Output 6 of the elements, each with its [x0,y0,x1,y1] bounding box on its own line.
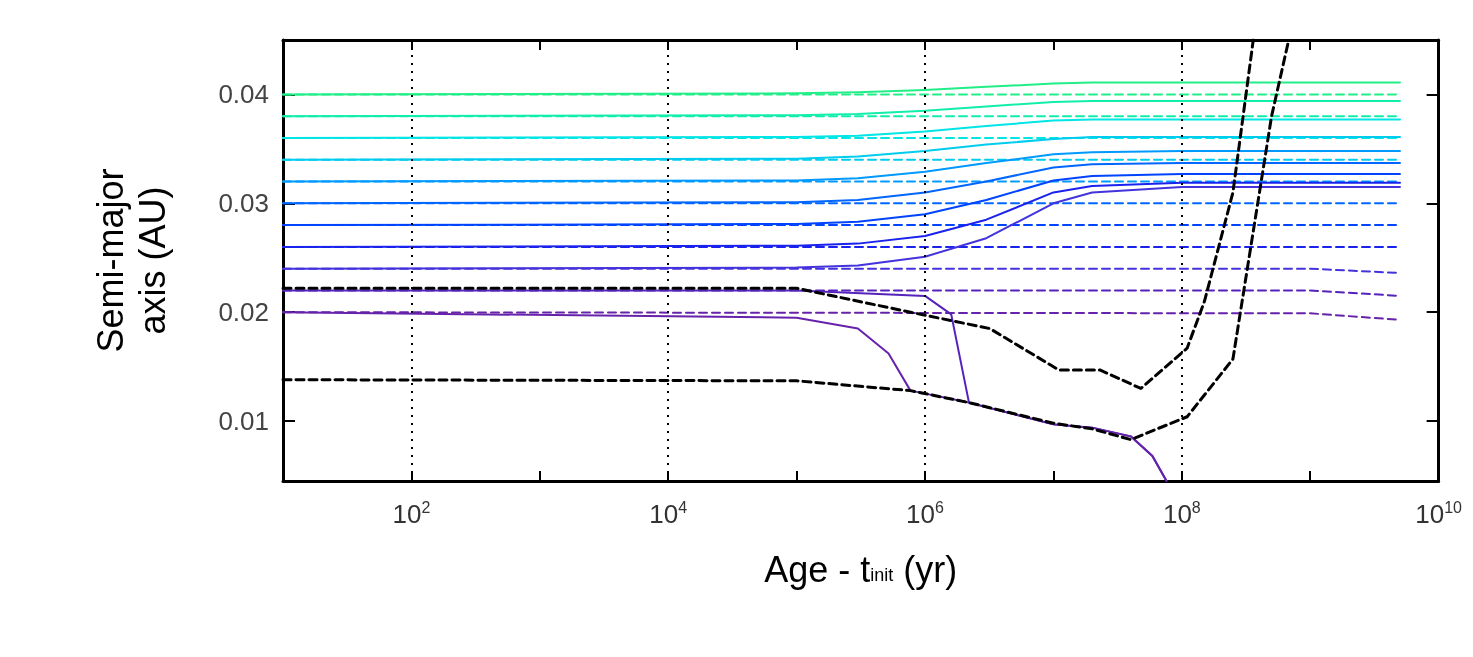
y-tick-label: 0.03 [218,188,269,219]
y-tick-label: 0.04 [218,79,269,110]
y-tick-label: 0.02 [218,297,269,328]
y-tick-label: 0.01 [218,406,269,437]
x-axis-title: Age - tinit (yr) [764,548,958,590]
y-axis-title: Semi-major axis (AU) [89,168,173,353]
